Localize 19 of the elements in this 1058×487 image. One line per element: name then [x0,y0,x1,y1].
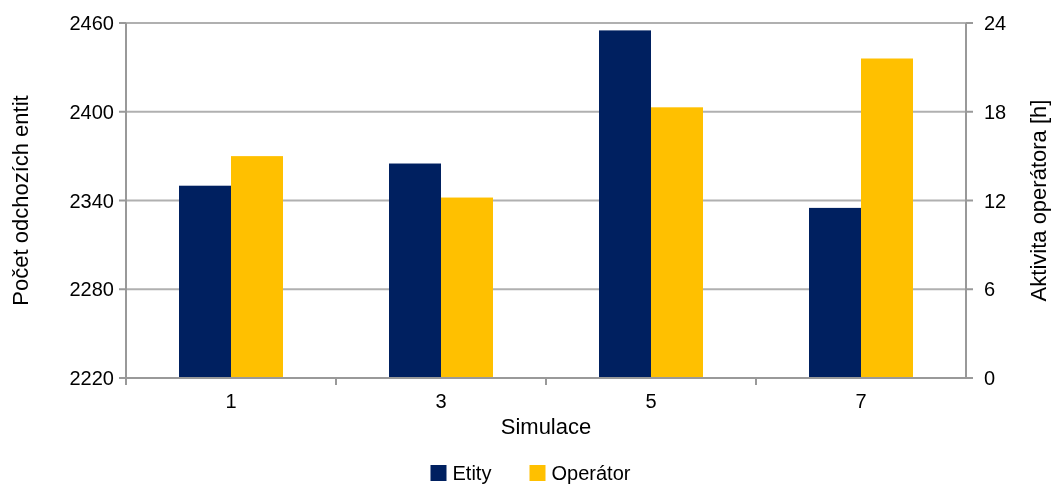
y-tick-label: 2280 [69,278,114,301]
y-tick-label: 2460 [69,12,114,34]
y2-axis-title: Aktivita operátora [h] [1026,99,1051,302]
x-tick-label: 7 [855,390,867,412]
legend-label: Etity [452,462,492,484]
y2-tick-label: 24 [984,12,1007,34]
x-tick-label: 3 [435,390,447,412]
y-tick-label: 2220 [69,367,114,389]
y2-tick-label: 0 [984,367,996,389]
x-tick-label: 1 [225,390,237,412]
y2-tick-label: 18 [984,100,1007,123]
y-tick-label: 2340 [69,189,114,212]
y-tick-label: 2400 [69,100,114,123]
y2-tick-label: 12 [984,189,1007,212]
legend-label: Operátor [551,462,631,484]
x-axis-title: Simulace [500,414,592,439]
y2-tick-label: 6 [984,278,996,301]
x-tick-label: 5 [645,390,657,412]
y-axis-title: Počet odchozích entit [8,95,33,306]
